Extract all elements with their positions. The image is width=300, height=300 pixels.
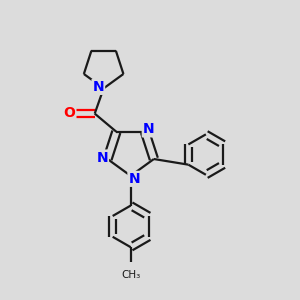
Text: N: N [128,172,140,186]
Text: O: O [64,106,75,120]
Text: CH₃: CH₃ [121,270,140,280]
Text: N: N [143,122,154,136]
Text: N: N [96,151,108,164]
Text: N: N [92,80,104,94]
